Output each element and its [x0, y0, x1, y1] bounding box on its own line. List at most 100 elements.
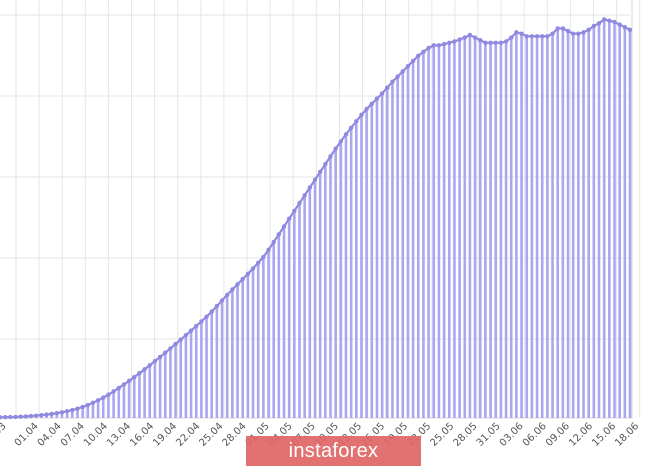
point-67: [343, 132, 349, 137]
bar-115: [592, 25, 596, 419]
bar-101: [520, 33, 523, 419]
bar-27: [138, 373, 141, 418]
point-72: [369, 101, 375, 106]
bar-109: [561, 28, 565, 419]
bar-67: [344, 134, 348, 418]
bar-53: [272, 242, 275, 418]
point-77: [395, 74, 400, 79]
point-78: [400, 69, 405, 74]
point-53: [271, 239, 276, 245]
bar-118: [608, 20, 611, 419]
bar-12: [60, 412, 64, 418]
bar-120: [618, 24, 621, 419]
point-26: [132, 374, 137, 380]
bar-94: [484, 42, 487, 418]
point-80: [410, 58, 416, 64]
bar-17: [86, 405, 90, 418]
x-tick-label-21: 03.06: [498, 421, 526, 449]
bar-113: [582, 32, 585, 418]
point-23: [116, 385, 121, 391]
bar-93: [478, 40, 482, 418]
point-19: [95, 398, 101, 403]
point-117: [601, 17, 607, 22]
point-54: [276, 232, 282, 237]
x-tick-label-25: 15.06: [590, 421, 618, 449]
point-47: [240, 276, 245, 282]
bar-46: [236, 284, 239, 418]
bar-37: [189, 330, 193, 418]
bar-117: [602, 19, 606, 418]
bar-41: [210, 311, 214, 418]
point-65: [333, 146, 338, 151]
bar-44: [225, 294, 229, 418]
bar-111: [571, 33, 575, 419]
point-39: [199, 319, 204, 324]
bar-88: [453, 41, 456, 419]
point-66: [338, 139, 344, 144]
x-tick-label-18: 25.05: [428, 421, 456, 449]
bar-112: [577, 33, 580, 419]
point-62: [317, 169, 323, 175]
bar-119: [613, 22, 616, 418]
bar-72: [370, 103, 374, 418]
point-68: [348, 125, 354, 131]
x-tick-label-9: 28.04: [221, 421, 249, 449]
point-5: [23, 414, 29, 419]
point-56: [286, 216, 292, 221]
point-48: [245, 271, 251, 277]
bar-14: [70, 410, 74, 418]
bar-114: [587, 29, 590, 419]
point-35: [178, 337, 183, 342]
point-28: [142, 367, 147, 372]
point-27: [137, 371, 142, 376]
bar-45: [231, 289, 234, 418]
point-87: [447, 40, 452, 45]
bar-122: [628, 29, 632, 419]
bar-55: [282, 226, 286, 418]
bar-64: [329, 156, 332, 419]
point-108: [555, 26, 560, 31]
point-81: [416, 53, 421, 58]
point-110: [565, 28, 571, 34]
bar-13: [65, 411, 69, 418]
point-96: [493, 40, 498, 45]
bar-63: [324, 164, 327, 418]
point-113: [581, 30, 586, 35]
point-121: [622, 24, 628, 30]
bar-84: [432, 45, 436, 419]
bar-69: [355, 121, 358, 419]
bar-75: [385, 87, 389, 419]
bar-61: [313, 179, 317, 418]
bar-87: [447, 42, 451, 418]
point-49: [250, 266, 256, 271]
point-15: [75, 406, 80, 411]
bar-23: [117, 388, 121, 418]
x-tick-label-1: 04.04: [36, 421, 64, 449]
bar-89: [458, 39, 461, 419]
bar-26: [132, 377, 136, 418]
x-tick-label-3: 10.04: [82, 421, 110, 449]
bar-58: [298, 203, 301, 418]
point-64: [328, 154, 333, 159]
point-119: [612, 19, 617, 25]
bar-38: [194, 326, 198, 418]
bar-106: [546, 36, 549, 418]
point-116: [596, 21, 602, 26]
point-92: [472, 35, 478, 40]
point-6: [28, 413, 34, 419]
point-37: [188, 328, 194, 333]
point-7: [33, 413, 39, 418]
bar-29: [148, 365, 152, 418]
point-10: [49, 411, 54, 417]
point-122: [627, 27, 633, 32]
bar-59: [303, 195, 306, 418]
point-13: [64, 409, 70, 414]
bar-43: [220, 300, 224, 418]
bar-42: [215, 306, 219, 418]
x-tick-label-2: 07.04: [59, 421, 87, 449]
series-points: [0, 17, 633, 420]
point-79: [405, 63, 411, 69]
bar-51: [262, 257, 265, 418]
bar-52: [267, 249, 270, 418]
point-55: [281, 224, 287, 229]
